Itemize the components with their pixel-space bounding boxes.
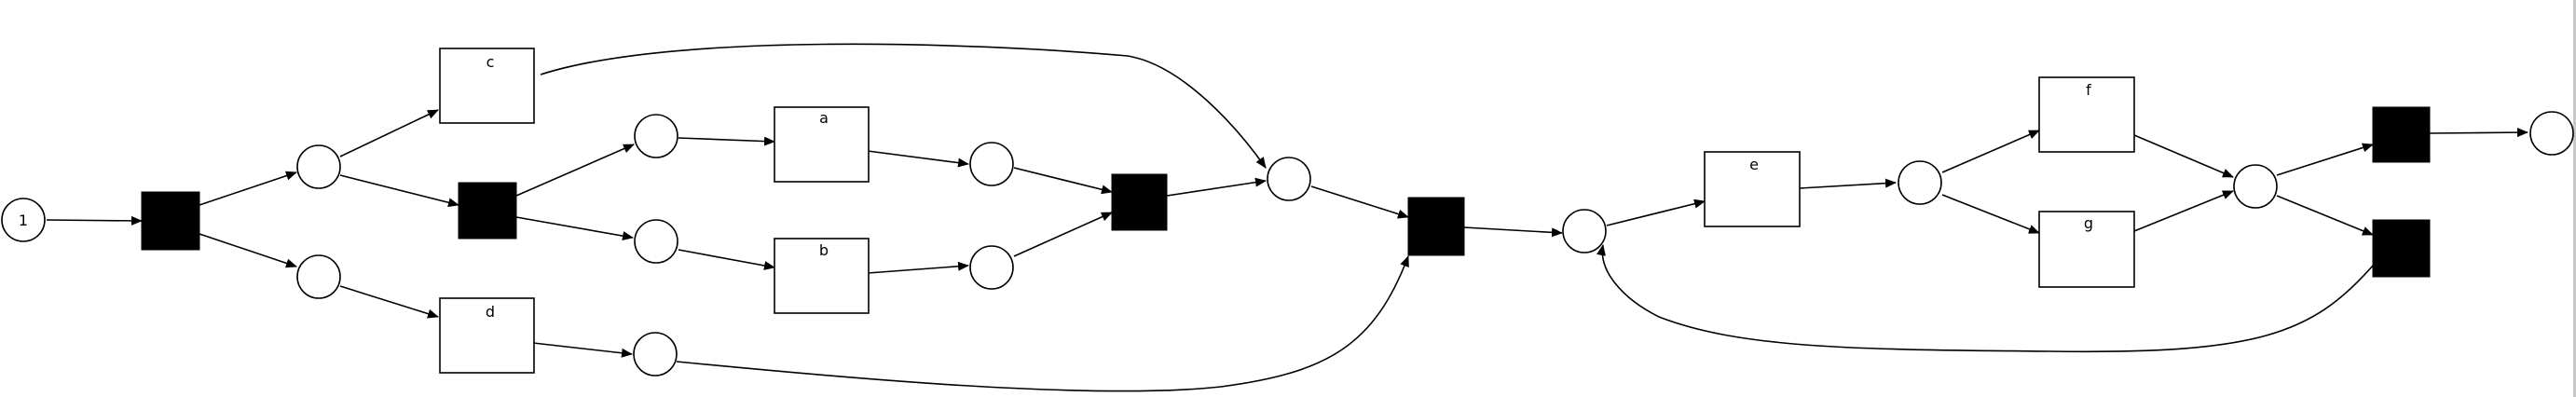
place-p8[interactable] [633,332,678,376]
place-p7[interactable] [1267,157,1311,201]
transition-b-label: b [819,241,829,259]
arc-p11-to-tau5 [2276,143,2374,176]
arc-e-to-p10 [1799,178,1897,189]
labeled-transitions [439,48,2135,374]
silent-transitions [141,106,2431,278]
arc-d-to-p8 [532,342,633,358]
start-token-label: 1 [19,212,28,229]
transition-c-label: c [486,53,495,71]
arc-p10-to-g [1941,194,2040,234]
arc-tau3-to-p7 [1166,177,1267,197]
places [1,111,2574,376]
silent-transition-parallel[interactable] [458,182,517,240]
arc-tau5-to-pend [2429,128,2528,138]
arc-tau2-to-p3 [515,144,635,197]
place-p5[interactable] [969,142,1014,186]
arc-g-to-p11 [2133,190,2234,232]
place-p6[interactable] [969,245,1014,290]
place-p11[interactable] [2233,164,2278,209]
arc-b-to-p6 [867,261,969,274]
transition-e-label: e [1749,156,1759,173]
transition-d-box[interactable] [439,297,535,374]
arc-tau4-to-p9 [1463,226,1563,238]
transition-f-box[interactable] [2038,76,2135,153]
silent-transition-loop[interactable] [2372,219,2431,278]
silent-transition-exit[interactable] [2372,106,2431,163]
arc-p5-to-tau3 [1013,167,1113,195]
arc-p4-to-b [678,249,775,270]
arc-p11-to-tau6 [2276,195,2374,236]
arc-p7-to-tau4 [1310,185,1409,219]
transition-d-label: d [486,303,495,321]
arc-p1-to-c [339,109,439,157]
transition-e-box[interactable] [1704,151,1801,227]
silent-transition-split[interactable] [141,191,200,251]
arc-a-to-p5 [867,150,969,168]
arc-p8-to-tau4 [676,255,1409,392]
place-p10[interactable] [1898,160,1942,205]
arc-p2-to-d [339,285,439,319]
arc-tau2-to-p4 [515,216,634,241]
arc-p3-to-a [678,136,775,146]
transition-b-box[interactable] [774,238,870,314]
arc-p6-to-tau3 [1013,212,1113,257]
transition-labels: c d a b e f g [486,53,2093,321]
arc-tau6-to-p9 [1596,244,2374,353]
place-p1[interactable] [296,144,341,189]
place-end[interactable] [2529,111,2574,156]
arc-f-to-p11 [2133,134,2234,178]
silent-transition-join-ab[interactable] [1111,173,1168,231]
place-p4[interactable] [634,219,678,264]
place-start[interactable] [1,198,46,242]
transition-c-box[interactable] [439,48,535,124]
arc-c-to-p7 [540,43,1267,169]
place-p9[interactable] [1562,209,1607,253]
arc-p9-to-e [1606,198,1706,226]
place-p2[interactable] [296,254,341,299]
arc-p10-to-f [1941,130,2040,173]
arc-split-to-p1 [199,171,297,206]
arc-p1-to-tau2 [339,174,459,208]
transition-g-label: g [2084,214,2093,232]
transition-f-label: f [2086,81,2091,99]
transition-g-box[interactable] [2038,211,2135,288]
arc-split-to-p2 [199,233,297,268]
transition-a-box[interactable] [774,106,870,183]
arcs [46,43,2528,392]
place-p3[interactable] [634,114,678,158]
arc-start-to-split [46,215,143,226]
silent-transition-join-all[interactable] [1407,197,1465,256]
transition-a-label: a [819,109,829,127]
canvas-edge [2573,0,2576,397]
